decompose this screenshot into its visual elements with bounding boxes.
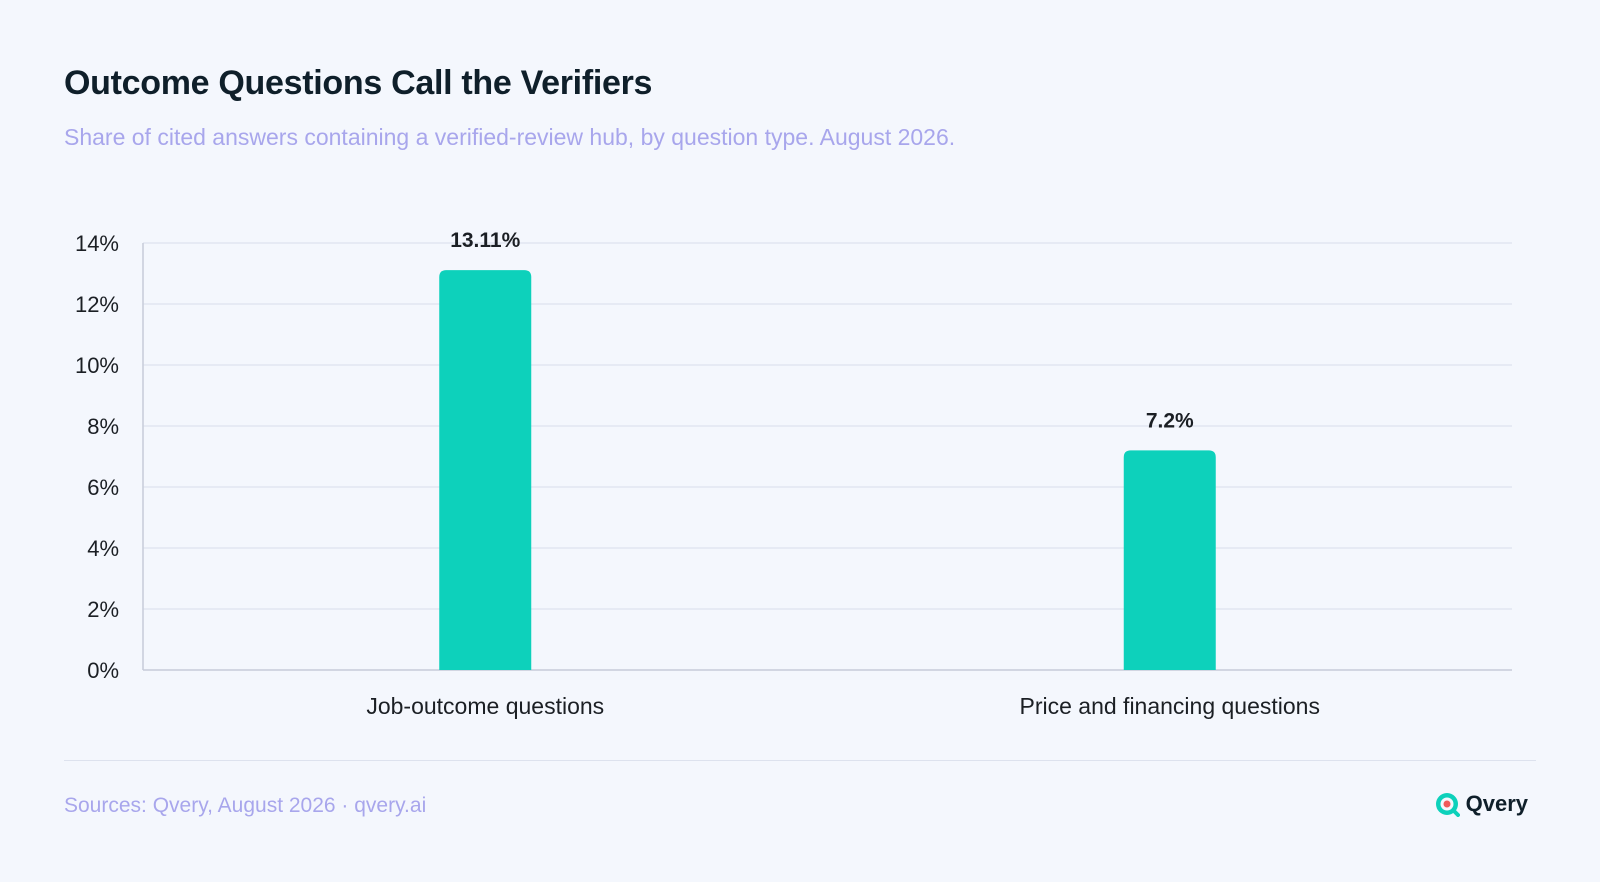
bar-chart: 0% 2% 4% 6% 8% 10% 12% 14% 13.11% Job-outcome que…	[75, 229, 1512, 719]
bar-2	[1123, 450, 1216, 670]
y-tick-label: 2%	[87, 597, 119, 622]
bar-1	[439, 270, 532, 670]
footer-divider	[64, 760, 1536, 761]
qvery-logo-icon	[1435, 793, 1460, 817]
x-category-label: Job-outcome questions	[366, 693, 604, 719]
bar-value-label: 7.2%	[1146, 409, 1194, 432]
y-tick-label: 6%	[87, 475, 119, 500]
y-tick-label: 0%	[87, 658, 119, 683]
y-tick-label: 12%	[75, 292, 119, 317]
y-tick-label: 10%	[75, 353, 119, 378]
chart-subtitle: Share of cited answers containing a veri…	[64, 124, 956, 150]
brand: Qvery	[1434, 791, 1528, 817]
x-category-label: Price and financing questions	[1020, 693, 1320, 719]
y-tick-label: 14%	[75, 231, 119, 256]
bar-value-label: 13.11%	[450, 229, 520, 252]
chart-title: Outcome Questions Call the Verifiers	[64, 64, 653, 102]
y-tick-label: 8%	[87, 414, 119, 439]
brand-name: Qvery	[1465, 791, 1528, 816]
y-tick-label: 4%	[87, 536, 119, 561]
footer-source: Sources: Qvery, August 2026 · qvery.ai	[64, 794, 427, 817]
